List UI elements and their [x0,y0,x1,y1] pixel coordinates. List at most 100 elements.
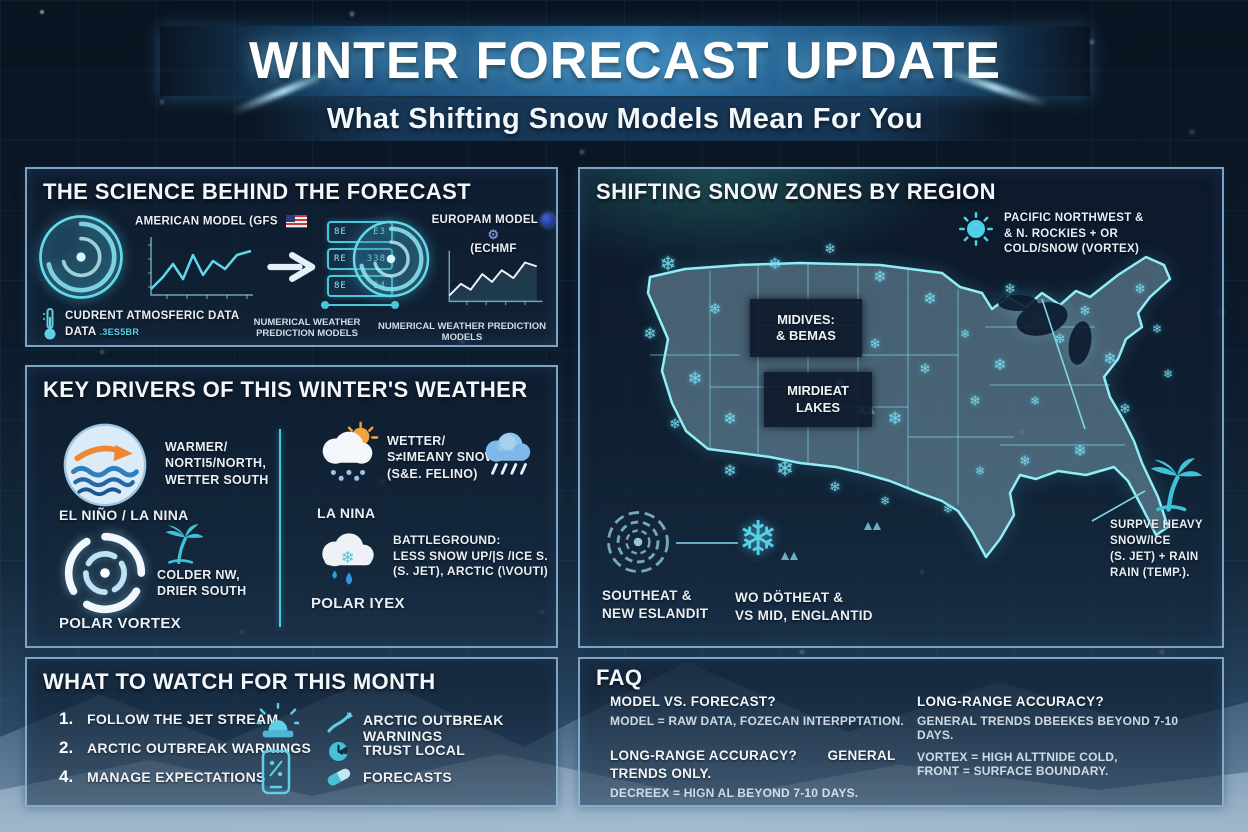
snowflake-icon: ❄ [1054,330,1066,347]
divider [279,429,281,627]
northeast-label: WO DÖTHEAT & VS MID, ENGLANTID [735,590,873,623]
pen-icon [327,711,353,738]
snowflake-icon: ❄ [1119,400,1131,417]
watch-list-item: 4. MANAGE EXPECTATIONS [59,767,266,786]
snowflake-icon: ❄ [1004,280,1016,297]
faq-panel: FAQ MODEL VS. FORECAST? MODEL = RAW DATA… [578,657,1224,807]
el-nino-icon [62,422,148,513]
map-panel-title: SHIFTING SNOW ZONES BY REGION [596,179,996,204]
palm-tree-icon [159,519,205,570]
snowflake-icon: ❄ [643,326,657,343]
thermometer-icon [41,307,59,346]
title-banner: WINTER FORECAST UPDATE [160,26,1090,96]
snowflake-icon: ❄ [687,368,703,389]
hurricane-globe-icon [35,211,127,308]
south-label: SURPVE HEAVY SNOW/ICE (S. JET) + RAIN RA… [1110,519,1203,580]
snowflake-icon: ❄ [923,291,937,308]
watch-side-item: ARCTIC OUTBREAK WARNINGS [363,712,504,744]
main-title: WINTER FORECAST UPDATE [249,32,1001,90]
faq-item: VORTEX = HIGH ALTTNIDE COLD, FRONT = SUR… [917,750,1118,778]
subtitle: What Shifting Snow Models Mean For You [326,102,924,135]
southeast-label: SOUTHEAT & NEW ESLANDIT [602,588,709,621]
gear-icon: ⚙ [487,227,500,242]
snowflake-icon: ❄ [659,253,677,276]
european-model-label: EUROPAM MODEL ⚙ (ECHMF [431,213,556,255]
gfs-line-chart [137,231,257,314]
watch-list-item: 1. FOLLOW THE JET STREAM [59,709,279,728]
polar-vortex-icon [62,530,148,621]
snowflake-icon: ❄ [1019,452,1031,469]
hurricane-globe-icon [349,217,433,306]
snowflake-icon: ❄ [1134,280,1146,297]
clock-icon [328,741,349,767]
snowflake-icon: ❄ [869,335,881,352]
svg-text:❄: ❄ [341,549,355,567]
rain-cloud-icon [479,427,537,482]
snowflake-icon: ❄ [669,415,681,432]
snowflake-icon: ❄ [993,357,1007,374]
big-snowflake-icon: ❄ [738,513,779,566]
drivers-panel: KEY DRIVERS OF THIS WINTER'S WEATHER WAR… [25,365,558,648]
snowflake-icon: ❄ [1162,367,1174,381]
current-data-label: CUDRENT ATMOSFERIC DATA DATA .3ES5BR [65,310,240,338]
polar-vortex-desc: COLDER NW, DRIER SOUTH [157,568,247,599]
el-nino-desc: WARMER/ NORTI5/NORTH, WETTER SOUTH [165,440,269,487]
polar-iyex-label: POLAR IYEX [311,595,405,612]
polar-vortex-label: POLAR VORTEX [59,615,181,632]
nwp-label-right: NUMERICAL WEATHER PREDICTION MODELS [377,321,546,343]
snowflake-icon: ❄ [768,256,782,273]
faq-item: MODEL VS. FORECAST? MODEL = RAW DATA, FO… [610,694,904,728]
american-model-label: AMERICAN MODEL (GFS [135,215,308,228]
snowflake-icon: ❄ [829,478,841,495]
snowflake-icon: ❄ [1151,322,1163,336]
watch-panel: WHAT TO WATCH FOR THIS MONTH 1. FOLLOW T… [25,657,558,807]
palm-tree-icon [1142,451,1204,518]
nwp-label-center: NUMERICAL WEATHER PREDICTION MODELS [253,317,361,339]
snowflake-icon: ❄ [887,408,903,429]
snowflake-icon: ❄ [974,464,986,478]
watch-panel-title: WHAT TO WATCH FOR THIS MONTH [43,669,436,694]
server-row: 8E E3 [327,221,393,243]
snow-particles [40,10,44,14]
eu-flag-icon [541,213,556,227]
sun-rain-cloud-icon [312,419,382,494]
subtitle-banner: What Shifting Snow Models Mean For You [250,97,1000,141]
ecmwf-line-chart [439,245,547,318]
faq-item: LONG-RANGE ACCURACY? GENERAL TRENDS DBEE… [917,694,1179,742]
sun-icon [958,211,994,252]
sketch-vortex-icon [600,504,676,585]
watch-side-item: TRUST LOCAL [363,742,466,758]
siren-icon [255,702,301,748]
faq-panel-title: FAQ [596,665,643,690]
snowflake-icon: ❄ [919,360,931,377]
greatlakes-label: MIRDIEAT LAKES [764,372,872,427]
snowflake-icon: ❄ [723,463,737,480]
us-flag-icon [286,215,308,228]
glitch-text: .3ES5BR [99,326,140,337]
science-panel: THE SCIENCE BEHIND THE FORECAST AMERICAN… [25,167,558,347]
watch-list-item: 2. ARCTIC OUTBREAK WARNINGS [59,738,312,757]
snow-rain-cloud-icon: ❄ [312,527,384,594]
snowflake-icon: ❄ [942,502,954,516]
snowflake-icon: ❄ [708,301,722,318]
el-nino-label: EL NIÑO / LA NINA [59,507,189,523]
drivers-panel-title: KEY DRIVERS OF THIS WINTER'S WEATHER [43,377,528,402]
science-panel-title: THE SCIENCE BEHIND THE FORECAST [43,179,471,204]
pnw-callout-text: PACIFIC NORTHWEST & & N. ROCKIES + OR CO… [1004,212,1144,256]
la-nina-label: LA NINA [317,505,376,521]
snowflake-icon: ❄ [723,411,737,428]
map-panel: SHIFTING SNOW ZONES BY REGION [578,167,1224,648]
map-snowflakes-layer: ❄❄❄❄❄❄❄❄❄❄❄❄❄❄❄❄❄❄❄❄❄❄❄❄❄❄❄❄❄❄❄❄❄❄❄▲▲▲▲▲… [580,169,1226,650]
snowflake-icon: ❄ [1079,302,1091,319]
midwest-label: MIDIVES: & BEMAS [750,299,862,357]
arrow-right-icon [265,247,323,292]
snowflake-icon: ❄ [1029,394,1041,408]
snowflake-icon: ❄ [969,392,981,409]
snowflake-icon: ❄ [1073,443,1087,460]
snowflake-icon: ❄ [959,327,971,341]
snowflake-icon: ❄ [775,456,795,481]
snowflake-icon: ❄ [879,494,891,508]
server-base-rail [321,301,399,309]
snowflake-icon: ❄ [873,269,887,286]
